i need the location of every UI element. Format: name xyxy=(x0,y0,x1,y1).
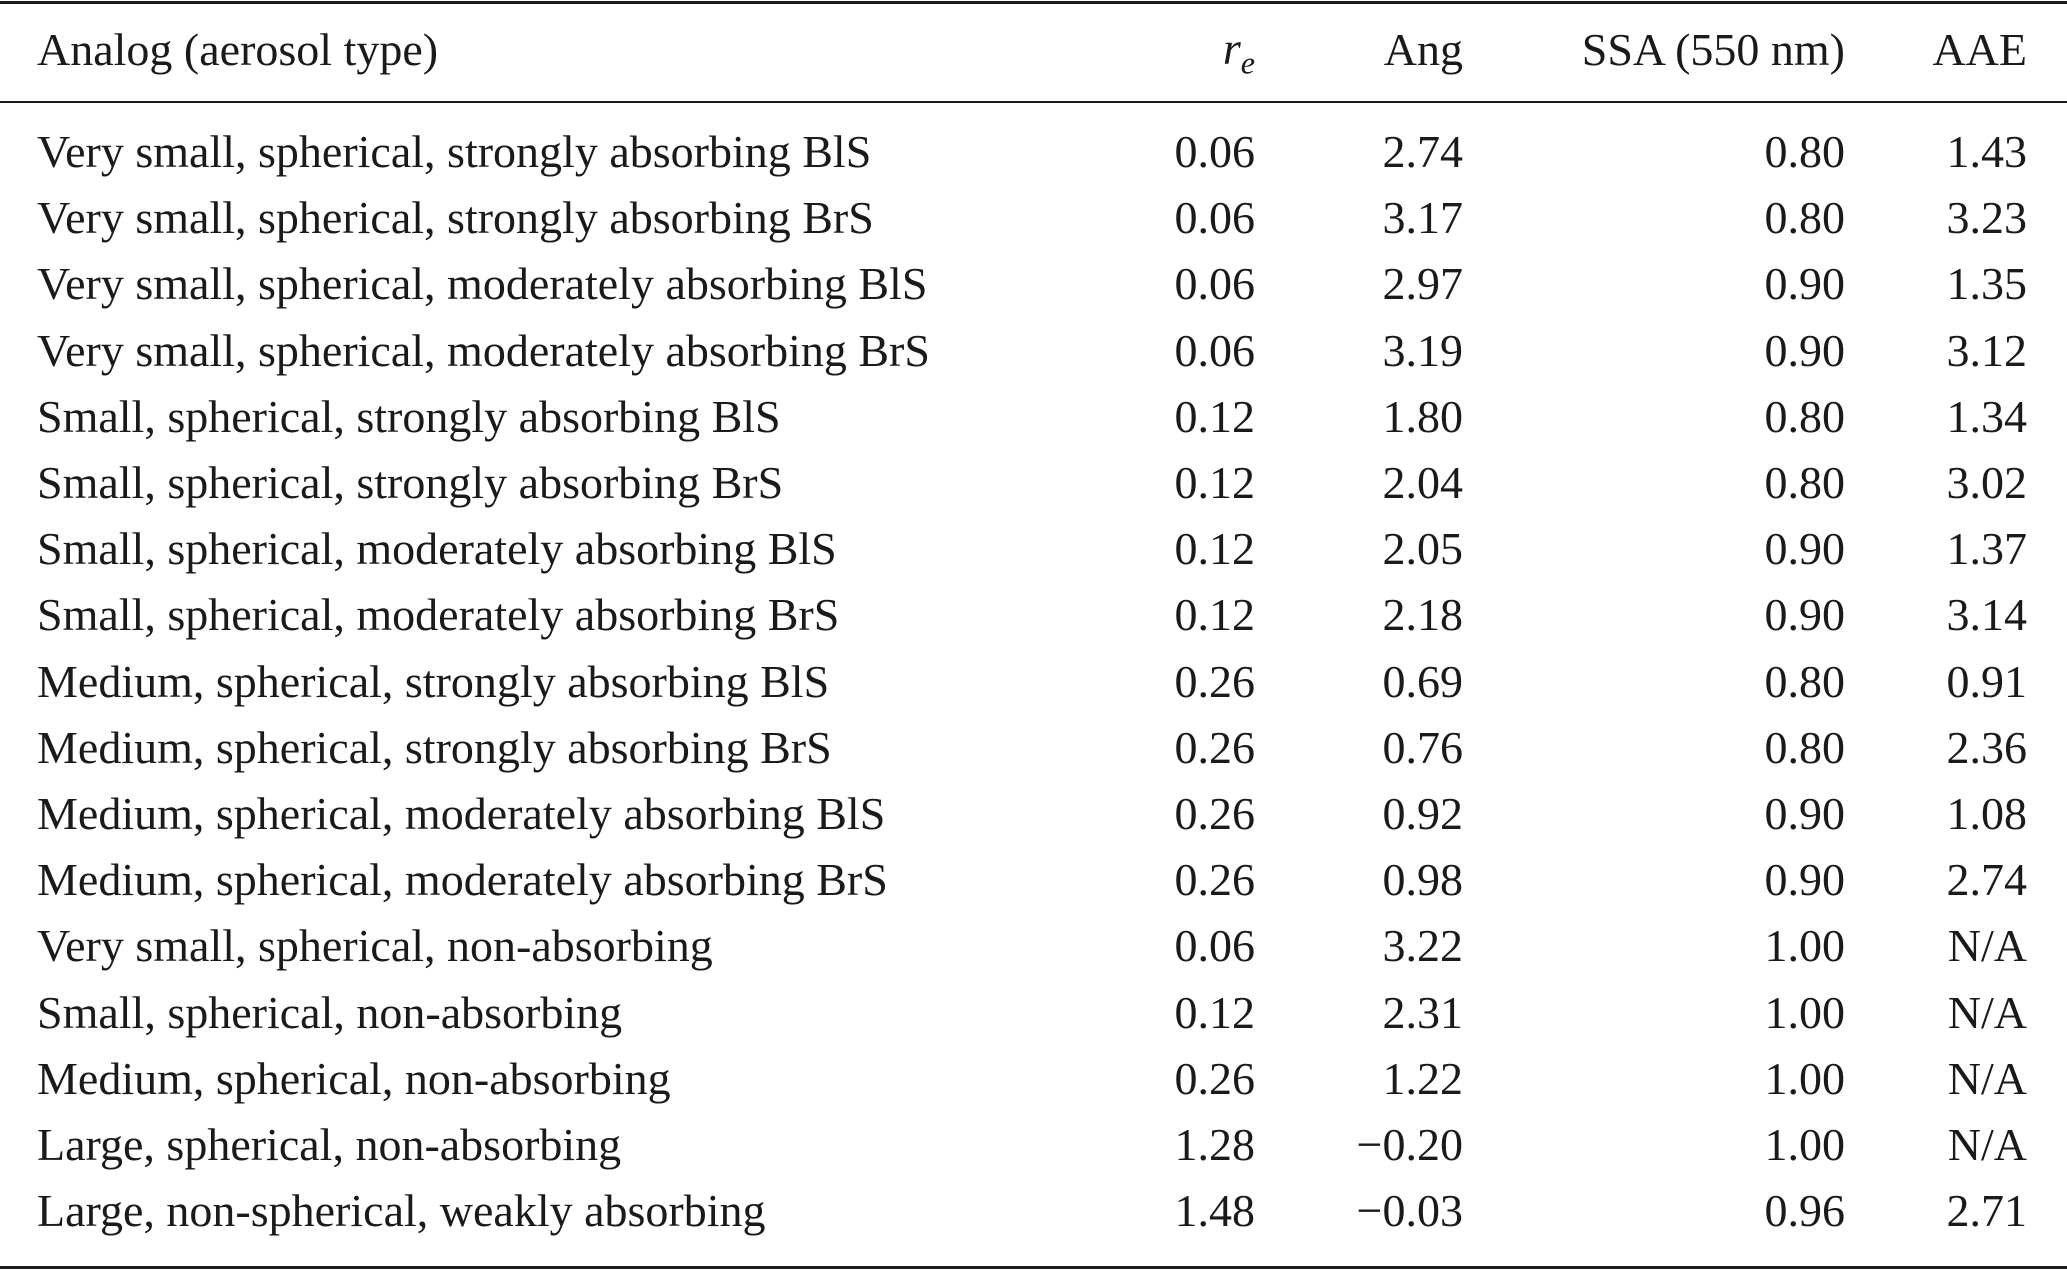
table-cell: 0.96 xyxy=(1764,1185,1846,1237)
table-cell: 1.00 xyxy=(1764,986,1846,1038)
table-cell: 1.37 xyxy=(1946,523,2028,575)
table-cell: 2.18 xyxy=(1382,589,1464,641)
table-cell: 0.80 xyxy=(1764,457,1846,508)
row-label: Medium, spherical, moderately absorbing … xyxy=(37,788,886,839)
table-cell: 0.06 xyxy=(1174,920,1256,972)
row-label: Small, spherical, non-absorbing xyxy=(37,986,623,1038)
table-cell: 2.71 xyxy=(1946,1185,2028,1237)
row-label: Medium, spherical, strongly absorbing Bl… xyxy=(37,655,830,707)
table-cell: 0.90 xyxy=(1764,324,1846,376)
table-cell: 1.80 xyxy=(1382,390,1464,442)
table-cell: 0.80 xyxy=(1764,126,1846,177)
row-label: Very small, spherical, non-absorbing xyxy=(37,920,713,972)
column-header: Ang xyxy=(1383,24,1463,75)
table-cell: 0.76 xyxy=(1382,721,1464,773)
row-label: Small, spherical, strongly absorbing BlS xyxy=(37,390,781,442)
header-subscript: e xyxy=(1240,44,1255,81)
table-cell: 0.12 xyxy=(1174,523,1256,575)
table-cell: 0.90 xyxy=(1764,788,1846,839)
table-cell: N/A xyxy=(1947,986,2027,1038)
table-cell: 1.08 xyxy=(1946,788,2028,839)
table-cell: 0.90 xyxy=(1764,523,1846,575)
table-cell: 1.28 xyxy=(1174,1119,1256,1170)
table-cell: 0.80 xyxy=(1764,192,1846,244)
column-header: Analog (aerosol type) xyxy=(37,24,439,75)
table-cell: 0.12 xyxy=(1174,457,1256,508)
row-label: Very small, spherical, moderately absorb… xyxy=(37,258,928,310)
row-label: Medium, spherical, strongly absorbing Br… xyxy=(37,721,832,773)
table-cell: 1.43 xyxy=(1946,126,2028,177)
table-cell: 0.26 xyxy=(1174,854,1256,906)
row-label: Large, spherical, non-absorbing xyxy=(37,1119,622,1170)
header-symbol: r xyxy=(1222,22,1241,74)
table-cell: 1.48 xyxy=(1174,1185,1256,1237)
row-label: Medium, spherical, moderately absorbing … xyxy=(37,854,888,906)
table-cell: 3.19 xyxy=(1382,324,1464,376)
table-cell: 3.23 xyxy=(1946,192,2028,244)
table-cell: 2.74 xyxy=(1946,854,2028,906)
row-label: Very small, spherical, moderately absorb… xyxy=(37,324,930,376)
table-cell: −0.03 xyxy=(1356,1185,1463,1237)
column-header: SSA (550 nm) xyxy=(1581,24,1845,75)
table-cell: 1.35 xyxy=(1946,258,2028,310)
table-cell: 1.34 xyxy=(1946,390,2028,442)
table-cell: 1.00 xyxy=(1764,1119,1846,1170)
table-cell: 0.26 xyxy=(1174,1052,1256,1104)
table-cell: 1.00 xyxy=(1764,920,1846,972)
table-cell: 0.80 xyxy=(1764,390,1846,442)
table-cell: 3.02 xyxy=(1946,457,2028,508)
table-cell: 0.90 xyxy=(1764,589,1846,641)
table-cell: 0.69 xyxy=(1382,655,1464,707)
table-cell: 0.98 xyxy=(1382,854,1464,906)
table-cell: N/A xyxy=(1947,1052,2027,1104)
table-cell: 0.12 xyxy=(1174,986,1256,1038)
table-cell: 3.22 xyxy=(1382,920,1464,972)
table-cell: 3.14 xyxy=(1946,589,2028,641)
table-cell: 0.06 xyxy=(1174,126,1256,177)
table-cell: 0.91 xyxy=(1946,655,2028,707)
header-rule xyxy=(0,101,2067,103)
table-cell: 0.90 xyxy=(1764,854,1846,906)
row-label: Small, spherical, moderately absorbing B… xyxy=(37,589,840,641)
row-label: Small, spherical, moderately absorbing B… xyxy=(37,523,837,575)
column-header: AAE xyxy=(1932,24,2027,75)
row-label: Medium, spherical, non-absorbing xyxy=(37,1052,671,1104)
table-cell: 2.74 xyxy=(1382,126,1464,177)
table-cell: 2.97 xyxy=(1382,258,1464,310)
table-cell: 0.06 xyxy=(1174,192,1256,244)
row-label: Small, spherical, strongly absorbing BrS xyxy=(37,457,784,508)
table-cell: 0.06 xyxy=(1174,258,1256,310)
table-cell: −0.20 xyxy=(1356,1119,1463,1170)
table-cell: 0.92 xyxy=(1382,788,1464,839)
table-cell: 0.26 xyxy=(1174,721,1256,773)
row-label: Very small, spherical, strongly absorbin… xyxy=(37,126,872,177)
table-cell: N/A xyxy=(1947,1119,2027,1170)
row-label: Very small, spherical, strongly absorbin… xyxy=(37,192,874,244)
table-cell: 0.12 xyxy=(1174,390,1256,442)
table-cell: N/A xyxy=(1947,920,2027,972)
row-label: Large, non-spherical, weakly absorbing xyxy=(37,1185,766,1237)
column-header: re xyxy=(1222,22,1255,81)
table-cell: 3.17 xyxy=(1382,192,1464,244)
table-cell: 0.26 xyxy=(1174,655,1256,707)
table-cell: 2.31 xyxy=(1382,986,1464,1038)
table-cell: 0.80 xyxy=(1764,721,1846,773)
bottom-rule xyxy=(0,1266,2067,1269)
table-cell: 2.36 xyxy=(1946,721,2028,773)
table-cell: 0.80 xyxy=(1764,655,1846,707)
table-cell: 2.05 xyxy=(1382,523,1464,575)
table-cell: 1.00 xyxy=(1764,1052,1846,1104)
table-cell: 0.06 xyxy=(1174,324,1256,376)
top-rule xyxy=(0,1,2067,4)
table-cell: 1.22 xyxy=(1382,1052,1464,1104)
table-cell: 2.04 xyxy=(1382,457,1464,508)
table-cell: 3.12 xyxy=(1946,324,2028,376)
table-cell: 0.12 xyxy=(1174,589,1256,641)
table-cell: 0.26 xyxy=(1174,788,1256,839)
table-cell: 0.90 xyxy=(1764,258,1846,310)
